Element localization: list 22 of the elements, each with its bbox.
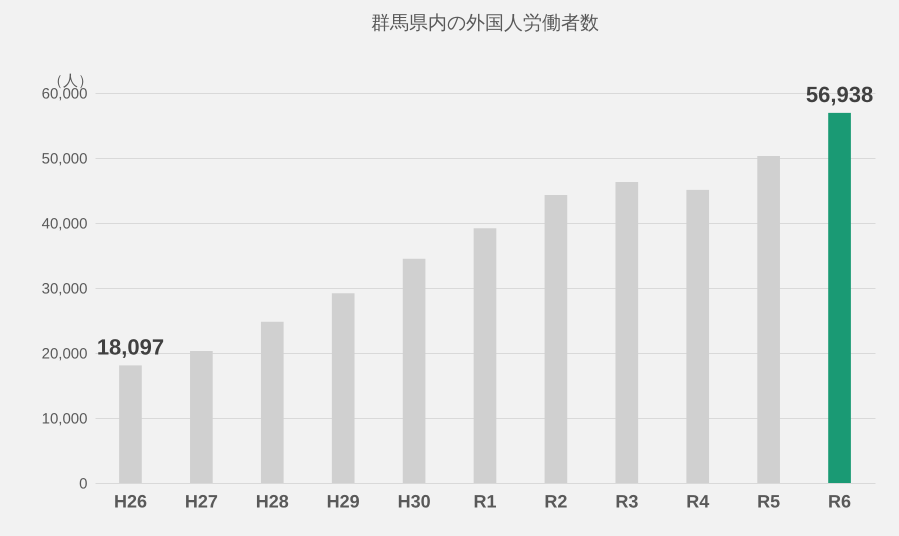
x-tick-label: H28 (256, 492, 289, 512)
y-tick-label: 40,000 (42, 216, 88, 232)
y-axis-title: （人） (48, 72, 93, 90)
y-tick-label: 0 (79, 476, 88, 492)
y-tick-label: 10,000 (42, 410, 88, 428)
y-tick-label: 50,000 (42, 150, 88, 168)
x-tick-label: H26 (114, 492, 147, 512)
x-tick-label: H30 (398, 492, 431, 512)
data-label: 18,097 (96, 334, 164, 360)
x-tick-label: H29 (326, 492, 360, 512)
x-tick-label: R2 (544, 492, 568, 512)
x-tick-label: R1 (473, 492, 497, 512)
y-tick-label: 30,000 (42, 280, 88, 298)
chart-title: 群馬県内の外国人労働者数 (371, 13, 599, 34)
x-tick-label: H27 (184, 492, 218, 512)
x-tick-label: R5 (757, 492, 780, 512)
y-tick-label: 20,000 (42, 346, 88, 362)
x-tick-label: R6 (828, 492, 852, 512)
bar (828, 112, 851, 483)
x-tick-label: R3 (615, 492, 638, 512)
x-tick-label: R4 (686, 492, 710, 512)
data-label: 56,938 (806, 82, 874, 107)
